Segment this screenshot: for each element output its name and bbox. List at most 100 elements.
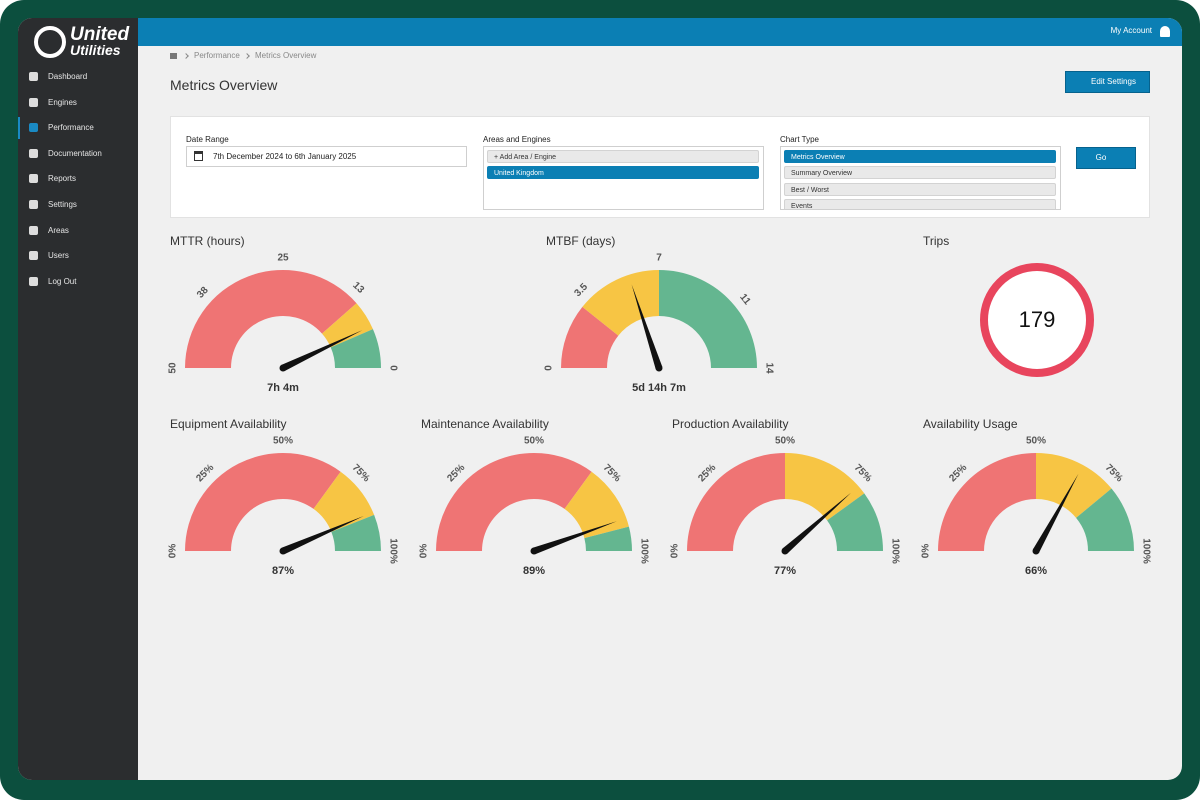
list-item[interactable]: Events (784, 198, 1056, 209)
gauge-band (331, 514, 381, 551)
go-button[interactable]: Go (1076, 147, 1136, 169)
tick-label: 25 (277, 253, 289, 264)
nav-item[interactable]: Areas (18, 220, 138, 242)
list-item[interactable]: United Kingdom (487, 166, 759, 180)
breadcrumb[interactable]: Performance (194, 51, 240, 60)
nav-icon (29, 200, 38, 209)
nav-icon (29, 276, 38, 286)
nav-item[interactable]: Dashboard (18, 66, 138, 88)
tick-label: 38 (195, 285, 211, 301)
gauge-title: Maintenance Availability (421, 417, 549, 431)
filter-label: Date Range (186, 135, 229, 144)
nav-item[interactable]: Settings (18, 194, 138, 216)
gauge-title: MTTR (hours) (170, 234, 245, 248)
tick-label: 100% (638, 538, 649, 564)
gauge-title: Equipment Availability (170, 417, 287, 431)
edit-settings-button[interactable]: Edit Settings (1065, 71, 1150, 93)
page-title: Metrics Overview (170, 77, 278, 93)
nav-item[interactable]: Engines (18, 92, 138, 114)
nav-icon (29, 123, 38, 133)
filter-label: Chart Type (780, 135, 819, 144)
gauge-needle (281, 516, 364, 555)
list-item[interactable]: Best / Worst (784, 182, 1056, 196)
filter-label: Areas and Engines (483, 135, 551, 144)
home-icon[interactable] (170, 53, 177, 59)
nav-item[interactable]: Documentation (18, 143, 138, 165)
needle-hub (781, 547, 789, 555)
tick-label: 50 (168, 362, 179, 374)
tick-label: 100% (1140, 538, 1151, 564)
gauge-value: 87% (272, 565, 294, 577)
gauges: MTTR (hours) 50 38 25 13 0 7h 4m MTBF (days) 0 3.… (168, 234, 1152, 577)
tick-label: 75% (852, 462, 874, 484)
list-item[interactable]: + Add Area / Engine (487, 150, 759, 163)
gauge-value: 66% (1025, 565, 1047, 577)
gauge-band (785, 453, 865, 521)
tick-label: 100% (889, 538, 900, 564)
gauge-band (322, 303, 373, 348)
gauge-band (185, 270, 357, 368)
gauge-title: Production Availability (672, 417, 789, 431)
gauge-band (313, 471, 375, 532)
tick-label: 14 (763, 362, 774, 374)
nav-icon (29, 174, 38, 184)
gauge-band (938, 453, 1036, 551)
gauge-band (436, 453, 592, 551)
list-item[interactable]: Metrics Overview (784, 150, 1056, 163)
tick-label: 3.5 (573, 281, 591, 299)
tick-label: 7 (656, 253, 662, 264)
gauge-needle (281, 330, 363, 372)
tick-label: 0 (387, 365, 398, 371)
gauge-band (1076, 488, 1134, 551)
logo-mark (34, 26, 66, 58)
gauge-band (659, 270, 757, 368)
tick-label: 25% (947, 462, 969, 484)
gauge-value: 89% (523, 565, 545, 577)
gauge-needle (1032, 473, 1079, 553)
gauge-band (564, 471, 629, 539)
gauge-value: 7h 4m (267, 382, 299, 394)
logo-text: United (70, 24, 130, 45)
gauge-band (584, 526, 632, 551)
nav-item[interactable]: Users (18, 245, 138, 267)
nav-item[interactable]: Log Out (18, 271, 138, 293)
list-item[interactable]: Summary Overview (784, 166, 1056, 180)
tick-label: 75% (601, 462, 623, 484)
tick-label: 25% (696, 462, 718, 484)
top-bar: My Account (138, 18, 1182, 46)
gauge-band (582, 270, 659, 336)
account-link[interactable]: My Account (1110, 26, 1152, 35)
gauge-band (185, 452, 341, 551)
tick-label: 50% (775, 436, 795, 447)
gauge-value: 5d 14h 7m (632, 382, 686, 394)
nav-item[interactable]: Reports (18, 168, 138, 190)
gauge-band (687, 453, 785, 551)
tick-label: 75% (350, 462, 372, 484)
account-icon[interactable] (1160, 26, 1170, 37)
tick-label: 0% (921, 544, 932, 559)
needle-hub (655, 364, 663, 372)
date-input[interactable]: 7th December 2024 to 6th January 2025 (186, 146, 467, 167)
tick-label: 11 (737, 292, 752, 307)
nav-icon (29, 148, 38, 158)
gauge-band (330, 329, 381, 368)
filter-panel: Date Range 7th December 2024 to 6th Janu… (170, 116, 1150, 218)
gauge-title: MTBF (days) (546, 234, 615, 248)
tick-label: 25% (194, 462, 216, 484)
gauge-band (561, 306, 619, 368)
tick-label: 50% (524, 436, 544, 447)
tick-label: 50% (273, 436, 293, 447)
trips-value: 179 (1019, 307, 1056, 332)
gauge-band (1036, 453, 1112, 518)
needle-hub (279, 364, 287, 372)
breadcrumb: Metrics Overview (255, 51, 317, 60)
gauge-value: 77% (774, 565, 796, 577)
needle-hub (279, 547, 287, 555)
tick-label: 0 (544, 365, 555, 371)
areas-list: + Add Area / Engine United Kingdom (483, 146, 764, 210)
tick-label: 25% (445, 462, 467, 484)
needle-hub (1032, 547, 1040, 555)
nav-item[interactable]: Performance (18, 117, 138, 140)
tick-label: 0% (670, 544, 681, 559)
logo-text: Utilities (70, 42, 121, 58)
